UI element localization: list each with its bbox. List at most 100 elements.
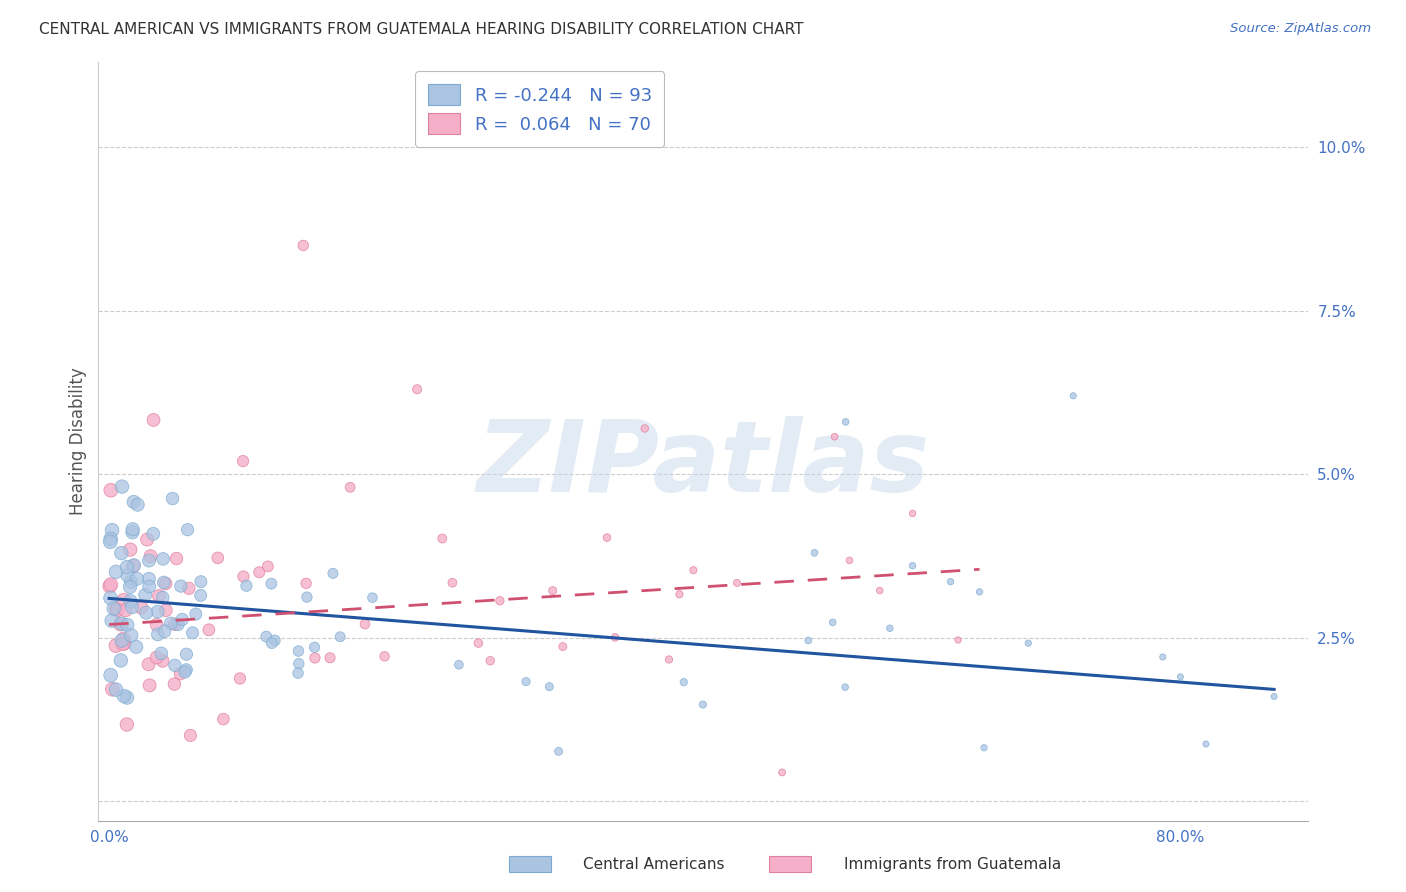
Point — [142, 526, 165, 541]
Point — [467, 636, 489, 650]
Point — [596, 531, 619, 545]
Point — [232, 569, 254, 583]
Point — [174, 665, 197, 679]
Point — [114, 636, 136, 650]
Point — [901, 507, 924, 521]
Point — [946, 632, 969, 647]
Point — [515, 674, 537, 689]
Point — [692, 698, 714, 712]
Point — [177, 582, 200, 596]
Point — [122, 558, 145, 573]
Point — [120, 594, 142, 608]
Point — [134, 588, 156, 602]
Point — [770, 765, 793, 780]
Point — [939, 574, 962, 589]
Point — [247, 566, 270, 580]
Point — [169, 666, 191, 681]
Point — [121, 600, 143, 615]
Point — [969, 585, 991, 599]
Point — [605, 631, 627, 645]
Point — [110, 617, 132, 632]
Point — [120, 574, 142, 589]
Y-axis label: Hearing Disability: Hearing Disability — [69, 368, 87, 516]
Point — [120, 628, 142, 642]
Point — [634, 421, 657, 435]
Point — [479, 654, 502, 668]
Point — [1263, 690, 1285, 704]
Point — [112, 593, 135, 607]
Point — [100, 614, 122, 628]
Point — [447, 657, 470, 672]
Text: Immigrants from Guatemala: Immigrants from Guatemala — [844, 857, 1062, 871]
Text: Source: ZipAtlas.com: Source: ZipAtlas.com — [1230, 22, 1371, 36]
Point — [162, 491, 184, 506]
Point — [98, 579, 121, 593]
Point — [118, 580, 141, 594]
Point — [100, 483, 122, 498]
Point — [838, 553, 860, 567]
Point — [725, 575, 748, 590]
Point — [107, 603, 129, 617]
Point — [834, 680, 856, 694]
Point — [152, 552, 174, 566]
Point — [100, 668, 122, 682]
Point — [879, 621, 901, 635]
Point — [361, 591, 384, 605]
Point — [110, 653, 132, 667]
Point — [354, 617, 377, 632]
Point — [834, 415, 856, 429]
Point — [441, 575, 464, 590]
Point — [167, 617, 190, 632]
Text: ZIPatlas: ZIPatlas — [477, 416, 929, 513]
Point — [122, 559, 145, 574]
Point — [138, 678, 160, 692]
Point — [163, 677, 186, 691]
Point — [136, 533, 159, 547]
Point — [547, 744, 569, 758]
Point — [152, 575, 174, 590]
Point — [163, 658, 186, 673]
Point — [138, 553, 160, 567]
Point — [122, 495, 145, 509]
Point — [117, 618, 139, 632]
Point — [145, 617, 167, 632]
Point — [127, 498, 149, 512]
Point — [105, 602, 128, 616]
Point — [172, 612, 194, 626]
Point — [184, 607, 207, 621]
Point — [114, 603, 136, 617]
Point — [198, 623, 221, 637]
Point — [176, 523, 198, 537]
Point — [406, 382, 429, 396]
Point — [235, 579, 257, 593]
Point — [163, 617, 186, 632]
Point — [304, 640, 326, 655]
Point — [797, 633, 820, 648]
Text: CENTRAL AMERICAN VS IMMIGRANTS FROM GUATEMALA HEARING DISABILITY CORRELATION CHA: CENTRAL AMERICAN VS IMMIGRANTS FROM GUAT… — [39, 22, 804, 37]
Point — [121, 522, 143, 536]
Point — [146, 627, 169, 641]
Point — [190, 588, 212, 602]
Point — [100, 532, 122, 546]
Point — [125, 640, 148, 654]
Point — [101, 682, 124, 697]
Point — [295, 576, 318, 591]
Point — [973, 740, 995, 755]
Point — [1152, 650, 1174, 665]
Point — [232, 454, 254, 468]
Point — [115, 560, 138, 574]
Point — [115, 717, 138, 731]
Point — [125, 572, 148, 586]
Point — [166, 551, 188, 566]
Point — [152, 591, 174, 605]
Text: Central Americans: Central Americans — [583, 857, 725, 871]
Point — [120, 542, 142, 557]
Point — [658, 652, 681, 666]
Point — [103, 601, 125, 615]
Point — [538, 680, 561, 694]
Point — [138, 579, 160, 593]
Point — [256, 559, 278, 574]
Point — [1195, 737, 1218, 751]
Point — [174, 663, 197, 677]
Point — [135, 606, 157, 620]
